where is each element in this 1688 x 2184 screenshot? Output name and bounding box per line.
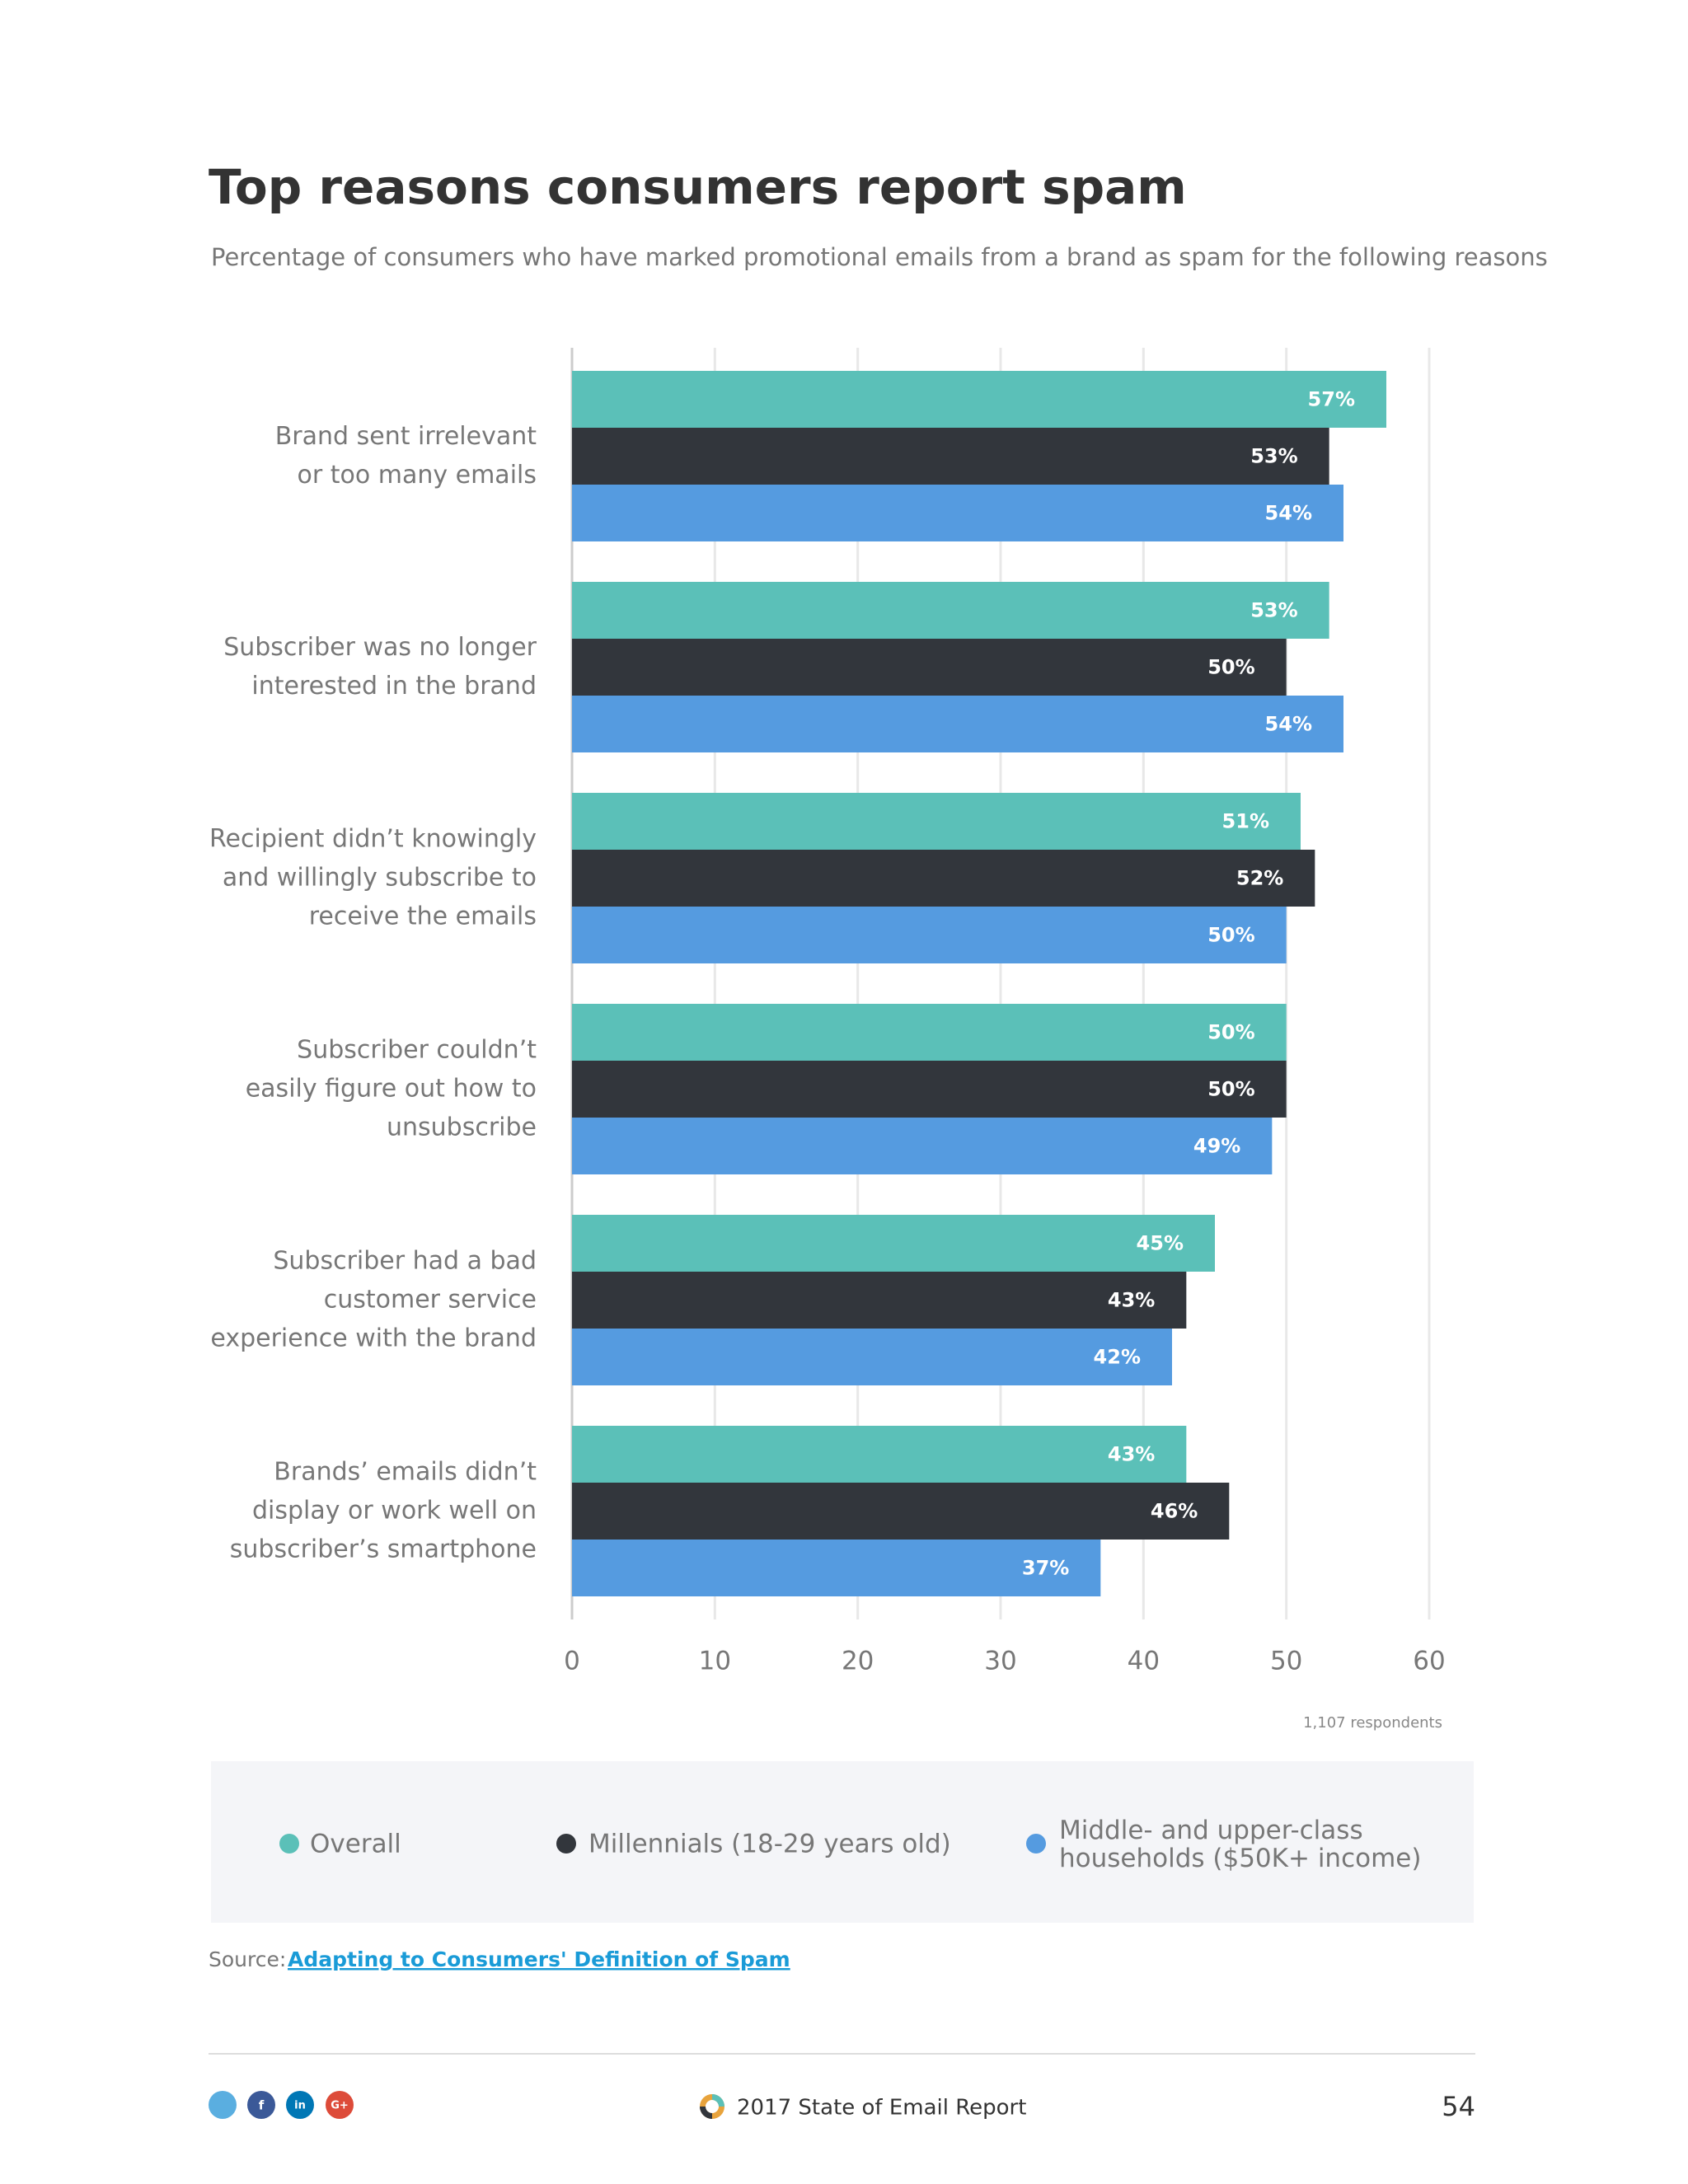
bar (572, 428, 1329, 485)
value-label: 50% (1207, 1078, 1254, 1101)
bar (572, 1118, 1273, 1174)
page-number: 54 (1442, 2091, 1475, 2122)
value-label: 45% (1137, 1232, 1184, 1255)
x-tick-label: 60 (1413, 1647, 1445, 1676)
legend-label: Millennials (18-29 years old) (588, 1830, 951, 1859)
value-label: 37% (1022, 1557, 1069, 1580)
y-tick-label: Brand sent irrelevant or too many emails (275, 422, 537, 490)
bar (572, 1329, 1172, 1385)
value-label: 54% (1265, 713, 1312, 736)
bar (572, 907, 1287, 963)
x-tick-label: 20 (842, 1647, 874, 1676)
value-label: 52% (1236, 867, 1283, 890)
value-label: 43% (1108, 1289, 1155, 1312)
legend-box (211, 1761, 1474, 1923)
report-logo (700, 2094, 724, 2119)
value-label: 53% (1250, 599, 1297, 622)
bar (572, 1061, 1287, 1118)
x-tick-label: 50 (1270, 1647, 1302, 1676)
linkedin-icon[interactable] (286, 2091, 314, 2119)
source-link[interactable]: Adapting to Consumers' Definition of Spa… (288, 1947, 790, 1971)
chart-subtitle: Percentage of consumers who have marked … (211, 243, 1548, 271)
icon-label: G+ (331, 2100, 349, 2112)
x-tick-label: 0 (564, 1647, 580, 1676)
twitter-icon[interactable] (209, 2091, 237, 2119)
bar (572, 696, 1343, 752)
bar (572, 1540, 1101, 1596)
legend-label: Middle- and upper-class households ($50K+… (1059, 1816, 1421, 1873)
facebook-icon[interactable] (247, 2091, 275, 2119)
bar (572, 582, 1329, 639)
value-label: 49% (1193, 1135, 1240, 1158)
value-label: 50% (1207, 924, 1254, 947)
value-label: 57% (1308, 388, 1355, 411)
bar (572, 793, 1301, 850)
y-tick-label: Subscriber had a bad customer service expe… (210, 1246, 537, 1352)
y-tick-label: Subscriber couldn’t easily figure out how… (246, 1035, 537, 1141)
google-icon[interactable] (326, 2091, 354, 2119)
x-tick-label: 30 (984, 1647, 1016, 1676)
bar (572, 1272, 1187, 1329)
source-label: Source: (209, 1947, 286, 1971)
value-label: 53% (1250, 445, 1297, 468)
value-label: 51% (1222, 810, 1269, 833)
value-label: 43% (1108, 1443, 1155, 1466)
bar (572, 371, 1386, 428)
value-label: 54% (1265, 502, 1312, 525)
note: 1,107 respondents (1303, 1714, 1442, 1732)
legend-marker (556, 1834, 576, 1854)
value-label: 50% (1207, 656, 1254, 679)
y-tick-label: Brands’ emails didn’t display or work wel… (230, 1457, 537, 1563)
legend-marker (279, 1834, 299, 1854)
value-label: 46% (1151, 1500, 1198, 1523)
report-name: 2017 State of Email Report (737, 2096, 1026, 2121)
chart-title: Top reasons consumers report spam (209, 159, 1187, 215)
legend-marker (1026, 1834, 1046, 1854)
bar (572, 639, 1287, 696)
value-label: 42% (1094, 1346, 1141, 1369)
icon-label: in (294, 2100, 306, 2112)
value-label: 50% (1207, 1021, 1254, 1044)
y-tick-label: Subscriber was no longer interested in th… (223, 633, 537, 701)
bar (572, 1004, 1287, 1061)
x-tick-label: 40 (1128, 1647, 1160, 1676)
bar (572, 1426, 1187, 1483)
icon-label: f (259, 2098, 265, 2113)
x-tick-label: 10 (699, 1647, 731, 1676)
bar (572, 1215, 1215, 1272)
bar (572, 485, 1343, 541)
bar (572, 1483, 1230, 1540)
bar (572, 850, 1315, 907)
y-tick-label: Recipient didn’t knowingly and willingly … (209, 824, 537, 930)
legend-label: Overall (310, 1830, 401, 1859)
